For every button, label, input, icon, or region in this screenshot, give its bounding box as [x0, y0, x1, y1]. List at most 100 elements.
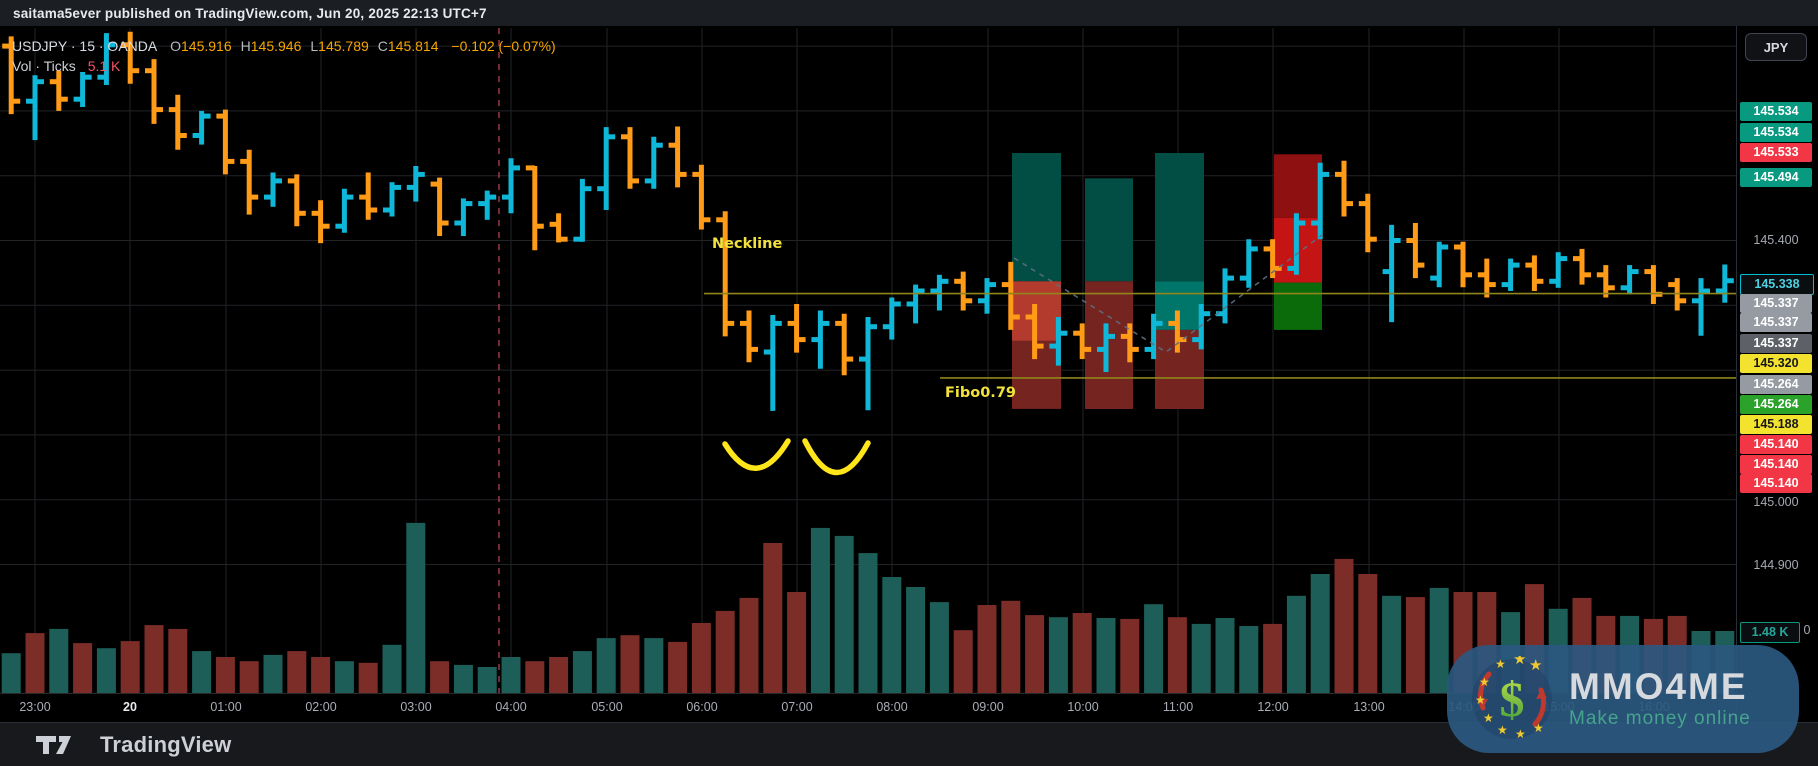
time-tick-label: 04:00 [495, 700, 527, 714]
symbol-legend[interactable]: USDJPY · 15 · OANDA O145.916 H145.946 L145… [12, 36, 556, 76]
ohlc-bar [1311, 162, 1330, 240]
ohlc-bar [1644, 265, 1663, 304]
ohlc-bar [954, 271, 973, 311]
time-tick-label: 20 [123, 700, 137, 714]
time-axis[interactable]: 23:00 20 01:00 02:00 03:00 04:00 05:00 06:00 07:… [0, 693, 1736, 723]
ohlc-bar [192, 110, 211, 145]
dashed-trendline[interactable] [1013, 231, 1327, 353]
volume-bar [239, 661, 259, 693]
volume-bar [453, 664, 473, 693]
ohlc-bar [1573, 248, 1591, 285]
tradingview-logo-icon[interactable] [36, 735, 88, 755]
volume-bar [49, 628, 69, 693]
double-bottom-curve[interactable] [802, 438, 871, 476]
neckline-label[interactable]: Neckline [712, 236, 782, 252]
ohlc-bar [1692, 278, 1710, 336]
ohlc-bar [121, 31, 140, 84]
zone-box[interactable] [1012, 153, 1061, 282]
ohlc-bar [1596, 265, 1615, 298]
volume-bar [1, 653, 21, 693]
volume-bar [1429, 587, 1449, 693]
time-tick-label: 09:00 [972, 700, 1004, 714]
ohlc-bar [1216, 268, 1234, 324]
fibo-label[interactable]: Fibo0.79 [945, 385, 1016, 401]
currency-toggle-button[interactable]: JPY [1745, 33, 1807, 61]
ohlc-bar [1097, 323, 1115, 372]
price-level-label: 145.264 [1740, 374, 1812, 394]
volume-bar [1120, 618, 1140, 693]
ohlc-bar [740, 310, 758, 363]
volume-bar [596, 638, 616, 693]
volume-bar [430, 661, 450, 693]
price-level-label: 145.140 [1740, 473, 1812, 493]
ohlc-bar [1715, 264, 1734, 303]
ohlc-bar [1025, 304, 1044, 360]
ohlc-bar [859, 317, 877, 411]
ohlc-bar [264, 172, 282, 207]
star-icon: ★ [1529, 657, 1542, 674]
ohlc-bar [811, 310, 830, 369]
ohlc-field-label: C [377, 38, 388, 54]
ohlc-bar [1001, 261, 1020, 330]
time-tick-label: 06:00 [686, 700, 718, 714]
ohlc-bar [383, 182, 401, 217]
volume-indicator-value: 5.1 K [87, 58, 121, 74]
time-tick-label: 12:00 [1257, 700, 1289, 714]
ohlc-bar [1549, 252, 1568, 288]
price-tick-label: 144.900 [1753, 558, 1799, 572]
volume-bar [96, 648, 116, 693]
volume-bar [1382, 595, 1402, 693]
volume-bar [525, 661, 545, 693]
price-level-label: 145.188 [1740, 414, 1812, 434]
star-icon: ★ [1497, 723, 1508, 737]
ohlc-bar [1430, 241, 1449, 288]
double-bottom-curve[interactable] [722, 438, 791, 471]
time-tick-label: 13:00 [1353, 700, 1385, 714]
ohlc-bar [406, 166, 425, 202]
ohlc-bar [1073, 323, 1092, 360]
price-level-label: 145.320 [1740, 353, 1812, 373]
tradingview-brand-text[interactable]: TradingView [100, 732, 232, 757]
publish-info-text: saitama5ever published on TradingView.co… [13, 5, 487, 21]
zone-box[interactable] [1155, 153, 1204, 282]
ohlc-bar [787, 304, 806, 353]
ohlc-field-label: O [170, 38, 182, 54]
volume-bar [192, 651, 212, 693]
volume-bar [739, 597, 759, 693]
ohlc-field-value: 145.789 [318, 38, 369, 54]
ohlc-bar [525, 165, 544, 251]
time-tick-label: 11:00 [1162, 700, 1194, 714]
volume-bar [906, 587, 926, 693]
price-change: −0.102 (−0.07%) [451, 38, 556, 54]
ohlc-bar [1406, 223, 1425, 279]
time-tick-label: 02:00 [305, 700, 337, 714]
zone-box[interactable] [1274, 282, 1322, 330]
volume-bar [1072, 613, 1092, 693]
price-chart-canvas[interactable]: Neckline Fibo0.79 [0, 0, 1736, 722]
ohlc-values: O145.916 H145.946 L145.789 C145.814 [161, 38, 438, 54]
volume-bar [787, 592, 807, 693]
ohlc-field-value: 145.814 [387, 38, 439, 54]
price-level-label: 1.48 K [1740, 621, 1800, 643]
price-axis[interactable]: JPY 145.534 145.534 145.533 145.494 145.338 1… [1736, 26, 1818, 722]
volume-bar [144, 625, 164, 693]
volume-bar [1239, 626, 1259, 693]
volume-bar [406, 522, 426, 693]
price-tick-label: 145.400 [1753, 233, 1799, 247]
ohlc-bar [1287, 213, 1306, 275]
ohlc-bar [1501, 258, 1520, 291]
ohlc-bar [287, 174, 306, 227]
volume-bar [501, 657, 521, 693]
ohlc-bar [478, 190, 497, 220]
zone-box[interactable] [1085, 281, 1133, 409]
zone-box[interactable] [1274, 154, 1322, 218]
volume-bar [215, 657, 235, 693]
volume-bar [1167, 617, 1187, 693]
ohlc-bar [1144, 313, 1163, 360]
ohlc-bar [644, 136, 663, 189]
volume-bar [311, 657, 331, 693]
zone-box[interactable] [1085, 178, 1133, 282]
ohlc-bar [240, 149, 259, 215]
volume-bar [715, 610, 735, 693]
ohlc-field-label: H [240, 38, 251, 54]
